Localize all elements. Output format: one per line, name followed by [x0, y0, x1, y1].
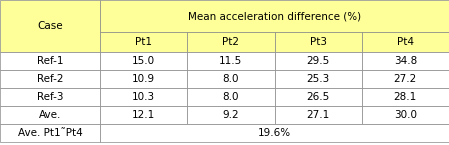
Bar [274, 70, 362, 88]
Bar [100, 124, 449, 142]
Text: 27.1: 27.1 [307, 110, 330, 120]
Text: 26.5: 26.5 [307, 92, 330, 102]
Text: 11.5: 11.5 [219, 56, 242, 66]
Text: Pt3: Pt3 [310, 37, 326, 47]
Bar [362, 106, 449, 124]
Text: Ref-2: Ref-2 [37, 74, 63, 84]
Bar [187, 106, 274, 124]
Text: Ref-3: Ref-3 [37, 92, 63, 102]
Bar [187, 52, 274, 70]
Text: Ref-1: Ref-1 [37, 56, 63, 66]
Text: Ave. Pt1˜Pt4: Ave. Pt1˜Pt4 [18, 128, 82, 138]
Text: Case: Case [37, 21, 63, 31]
Bar [0, 106, 100, 124]
Bar [100, 70, 187, 88]
Bar [362, 32, 449, 52]
Bar [0, 124, 100, 142]
Bar [100, 0, 449, 32]
Text: 8.0: 8.0 [223, 74, 239, 84]
Bar [100, 88, 187, 106]
Bar [362, 88, 449, 106]
Bar [187, 88, 274, 106]
Text: Pt4: Pt4 [397, 37, 414, 47]
Text: 34.8: 34.8 [394, 56, 417, 66]
Bar [362, 52, 449, 70]
Bar [274, 106, 362, 124]
Bar [187, 70, 274, 88]
Bar [100, 106, 187, 124]
Bar [187, 32, 274, 52]
Bar [100, 52, 187, 70]
Text: 10.9: 10.9 [132, 74, 155, 84]
Bar [0, 88, 100, 106]
Text: 9.2: 9.2 [223, 110, 239, 120]
Bar [0, 70, 100, 88]
Text: 10.3: 10.3 [132, 92, 155, 102]
Text: 27.2: 27.2 [394, 74, 417, 84]
Text: 29.5: 29.5 [307, 56, 330, 66]
Bar [274, 52, 362, 70]
Text: 15.0: 15.0 [132, 56, 155, 66]
Text: 19.6%: 19.6% [258, 128, 291, 138]
Text: 8.0: 8.0 [223, 92, 239, 102]
Text: 12.1: 12.1 [132, 110, 155, 120]
Text: Mean acceleration difference (%): Mean acceleration difference (%) [188, 11, 361, 21]
Bar [0, 52, 100, 70]
Text: 28.1: 28.1 [394, 92, 417, 102]
Bar [0, 0, 100, 52]
Text: Pt2: Pt2 [222, 37, 239, 47]
Bar [274, 32, 362, 52]
Text: Pt1: Pt1 [135, 37, 152, 47]
Bar [274, 88, 362, 106]
Text: 30.0: 30.0 [394, 110, 417, 120]
Bar [362, 70, 449, 88]
Bar [100, 32, 187, 52]
Text: Ave.: Ave. [39, 110, 61, 120]
Text: 25.3: 25.3 [307, 74, 330, 84]
